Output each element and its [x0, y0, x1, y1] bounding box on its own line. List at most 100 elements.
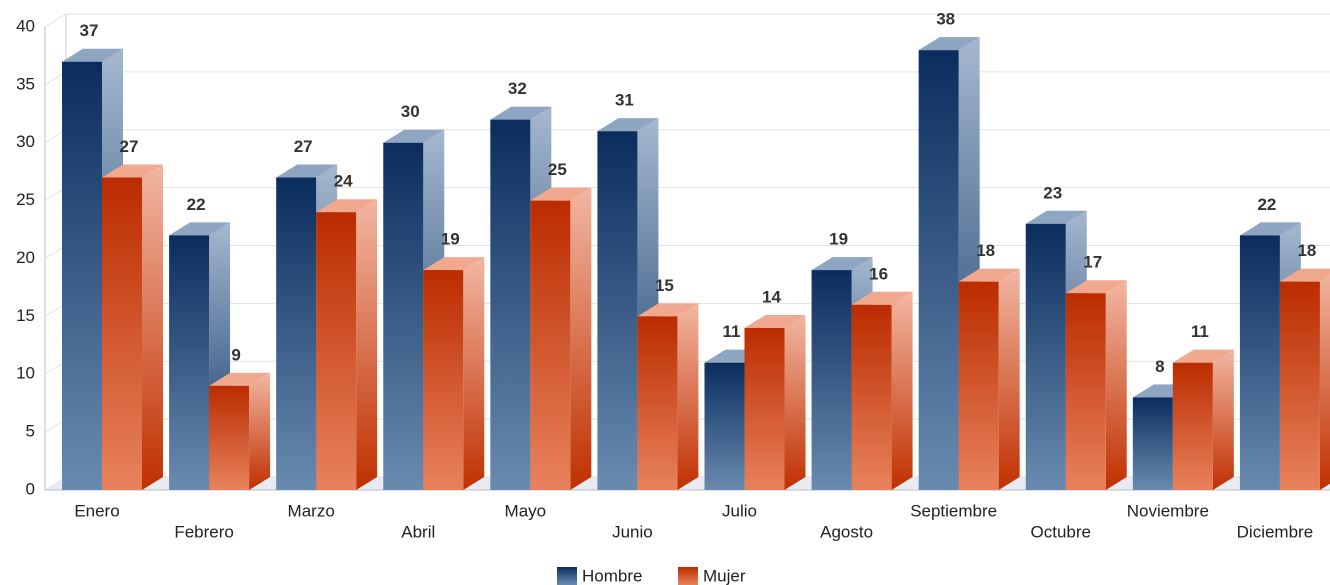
value-label: 32: [508, 79, 527, 98]
value-label: 38: [936, 10, 955, 29]
y-tick-label: 15: [16, 306, 35, 325]
value-label: 22: [1257, 195, 1276, 214]
legend-swatch: [557, 567, 577, 585]
x-tick-label: Diciembre: [1237, 522, 1314, 541]
bar-top: [530, 187, 592, 201]
bar: [1239, 235, 1280, 490]
bar-top: [637, 303, 699, 317]
bar-top: [1065, 280, 1127, 294]
bar-top: [811, 257, 873, 271]
bar-top: [1172, 349, 1234, 363]
bar-side: [891, 291, 913, 490]
value-label: 11: [723, 322, 741, 341]
bar-side: [998, 268, 1020, 490]
x-tick-label: Octubre: [1031, 522, 1091, 541]
bar: [1172, 362, 1213, 490]
bar: [704, 362, 745, 490]
bar-top: [423, 257, 485, 271]
bar: [744, 327, 785, 490]
bar: [383, 142, 424, 490]
bar-top: [276, 164, 338, 178]
y-tick-label: 0: [26, 479, 35, 498]
value-label: 18: [976, 241, 995, 260]
bar-top: [62, 48, 123, 62]
value-label: 14: [762, 287, 781, 306]
bar-top: [1239, 222, 1301, 236]
bar: [851, 304, 892, 490]
value-label: 24: [334, 172, 353, 191]
y-tick-label: 30: [16, 132, 35, 151]
bar: [597, 131, 638, 491]
bar: [276, 177, 317, 490]
y-tick-label: 40: [16, 16, 35, 35]
value-label: 11: [1191, 322, 1209, 341]
value-label: 37: [80, 21, 99, 40]
bar: [637, 316, 678, 490]
y-tick-label: 35: [16, 74, 35, 93]
x-tick-label: Enero: [74, 501, 119, 520]
bar: [62, 61, 102, 490]
value-label: 16: [869, 264, 888, 283]
value-label: 23: [1043, 183, 1062, 202]
bar-top: [744, 314, 806, 328]
bar: [1132, 397, 1173, 490]
value-label: 15: [655, 276, 674, 295]
bar-side: [249, 372, 271, 490]
bar: [209, 385, 250, 490]
bar-top: [597, 118, 659, 132]
bar-top: [102, 164, 163, 178]
bar: [530, 200, 571, 490]
bar-side: [1212, 349, 1234, 490]
bar-top: [851, 291, 913, 305]
x-tick-label: Junio: [612, 522, 653, 541]
bar-side: [677, 303, 699, 490]
value-label: 31: [615, 91, 634, 110]
bar-top: [169, 222, 231, 236]
bar-top: [383, 129, 445, 143]
x-tick-label: Marzo: [288, 501, 335, 520]
bar: [918, 50, 959, 491]
bar-side: [784, 314, 806, 490]
bar-side: [463, 257, 485, 490]
value-label: 9: [231, 345, 240, 364]
y-tick-label: 20: [16, 248, 35, 267]
bar: [1065, 293, 1106, 490]
bar-side: [142, 164, 163, 490]
y-tick-label: 10: [16, 364, 35, 383]
bar-top: [490, 106, 552, 120]
x-tick-label: Noviembre: [1127, 501, 1209, 520]
bar-side: [570, 187, 592, 490]
x-tick-label: Mayo: [505, 501, 547, 520]
x-tick-label: Abril: [401, 522, 435, 541]
bar: [102, 177, 142, 490]
bar-side: [1319, 275, 1330, 490]
legend-label: Hombre: [582, 566, 642, 585]
value-label: 19: [441, 230, 460, 249]
bar: [1025, 223, 1066, 490]
grid-line: [44, 13, 67, 28]
y-tick-label: 5: [26, 422, 35, 441]
bar-side: [356, 199, 378, 490]
x-tick-label: Septiembre: [910, 501, 997, 520]
bar: [423, 270, 464, 490]
bar-top: [1279, 268, 1330, 282]
bar-top: [958, 268, 1020, 282]
bar-side: [1105, 280, 1127, 490]
bar-top: [316, 199, 378, 213]
value-label: 27: [294, 137, 313, 156]
bar: [811, 270, 852, 490]
value-label: 30: [401, 102, 420, 121]
value-label: 27: [120, 137, 139, 156]
value-label: 17: [1083, 253, 1102, 272]
x-tick-label: Febrero: [174, 522, 234, 541]
x-tick-label: Agosto: [820, 522, 873, 541]
value-label: 19: [829, 230, 848, 249]
y-tick-label: 25: [16, 190, 35, 209]
bar-top: [1025, 210, 1087, 224]
bar: [1279, 281, 1320, 490]
bar: [958, 281, 999, 490]
x-tick-label: Julio: [722, 501, 757, 520]
value-label: 18: [1297, 241, 1316, 260]
value-label: 8: [1155, 357, 1164, 376]
